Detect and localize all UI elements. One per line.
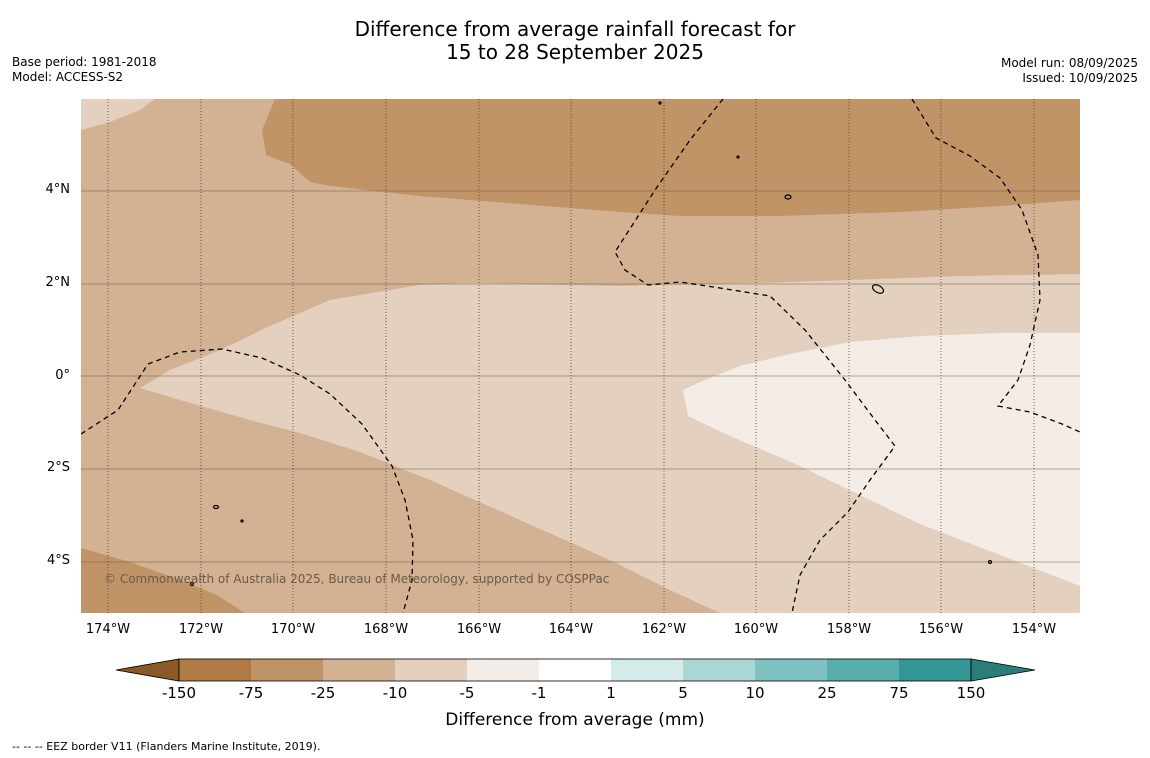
region-minus75-to-minus25-southwest (81, 548, 245, 613)
map-title: Difference from average rainfall forecas… (0, 18, 1150, 64)
colorbar-arrow-high (970, 658, 1036, 682)
meta-right: Model run: 08/09/2025 Issued: 10/09/2025 (1001, 56, 1138, 86)
colorbar-segment (683, 659, 755, 681)
lon-label-162w: 162°W (641, 622, 687, 637)
model-name: Model: ACCESS-S2 (12, 70, 124, 84)
colorbar-tick-label: 75 (889, 684, 909, 702)
colorbar-tick-label: 25 (817, 684, 837, 702)
lat-label-2s: 2°S (46, 460, 70, 475)
lon-label-166w: 166°W (456, 622, 502, 637)
region-minus5-to-minus1 (683, 333, 1080, 586)
colorbar-segment (899, 659, 971, 681)
colorbar-tick-label: 1 (606, 684, 616, 702)
title-line-1: Difference from average rainfall forecas… (354, 17, 796, 41)
islands (189, 101, 993, 587)
eez-borders (81, 99, 1080, 613)
colorbar-arrow-low (115, 658, 180, 682)
colorbar-tick-label: 10 (745, 684, 765, 702)
title-line-2: 15 to 28 September 2025 (446, 40, 704, 64)
colorbar-tick-label: -150 (161, 684, 197, 702)
colorbar-title: Difference from average (mm) (445, 710, 705, 730)
colorbar-tick-label: -25 (310, 684, 336, 702)
colorbar-segment (179, 659, 251, 681)
eez-border-line-islands-west (614, 99, 896, 613)
issued-date: Issued: 10/09/2025 (1022, 71, 1138, 85)
colorbar-segment (755, 659, 827, 681)
colorbar-tick-label: -10 (382, 684, 408, 702)
lat-label-2n: 2°N (45, 275, 71, 290)
eez-legend-footnote: -- -- -- EEZ border V11 (Flanders Marine… (12, 740, 321, 753)
colorbar-segment (827, 659, 899, 681)
lon-label-156w: 156°W (918, 622, 964, 637)
colorbar-segment (467, 659, 539, 681)
lat-label-0: 0° (55, 368, 70, 383)
island-small-2 (736, 155, 740, 159)
lon-label-170w: 170°W (270, 622, 316, 637)
eez-border-line-islands-east (911, 99, 1080, 433)
eez-border-kiribati-gilberts (81, 348, 414, 613)
colorbar (115, 658, 1036, 682)
lon-label-168w: 168°W (363, 622, 409, 637)
colorbar-tick-label: -75 (238, 684, 264, 702)
island-north-atoll (784, 194, 792, 200)
meta-left: Base period: 1981-2018 Model: ACCESS-S2 (12, 55, 157, 85)
colorbar-segment (395, 659, 467, 681)
island-small-1 (658, 101, 662, 105)
colorbar-segment (251, 659, 323, 681)
lon-label-172w: 172°W (178, 622, 224, 637)
colorbar-segment (539, 659, 611, 681)
lon-label-160w: 160°W (733, 622, 779, 637)
colorbar-tick-label: -1 (531, 684, 547, 702)
island-west-atoll (212, 504, 220, 510)
island-small-3 (240, 519, 244, 523)
colorbar-segment (323, 659, 395, 681)
island-small-4 (189, 581, 195, 587)
lat-label-4s: 4°S (46, 553, 70, 568)
colorbar-frame (178, 658, 972, 682)
lat-label-4n: 4°N (45, 182, 71, 197)
island-kiritimati (871, 284, 885, 294)
colorbar-segment (611, 659, 683, 681)
region-minus10-to-minus5-corner (81, 99, 155, 130)
island-small-5 (987, 559, 993, 565)
graticule (81, 190, 1080, 563)
colorbar-tick-label: 150 (956, 684, 986, 702)
lon-label-164w: 164°W (548, 622, 594, 637)
lon-label-174w: 174°W (85, 622, 131, 637)
map-regions (81, 99, 1080, 613)
region-minus75-to-minus25-north (262, 99, 1080, 216)
lon-label-154w: 154°W (1011, 622, 1057, 637)
model-run: Model run: 08/09/2025 (1000, 56, 1138, 70)
colorbar-tick-label: 5 (678, 684, 688, 702)
lon-label-158w: 158°W (826, 622, 872, 637)
copyright-notice: © Commonwealth of Australia 2025, Bureau… (104, 572, 610, 586)
base-period: Base period: 1981-2018 (12, 55, 157, 69)
colorbar-tick-label: -5 (459, 684, 475, 702)
